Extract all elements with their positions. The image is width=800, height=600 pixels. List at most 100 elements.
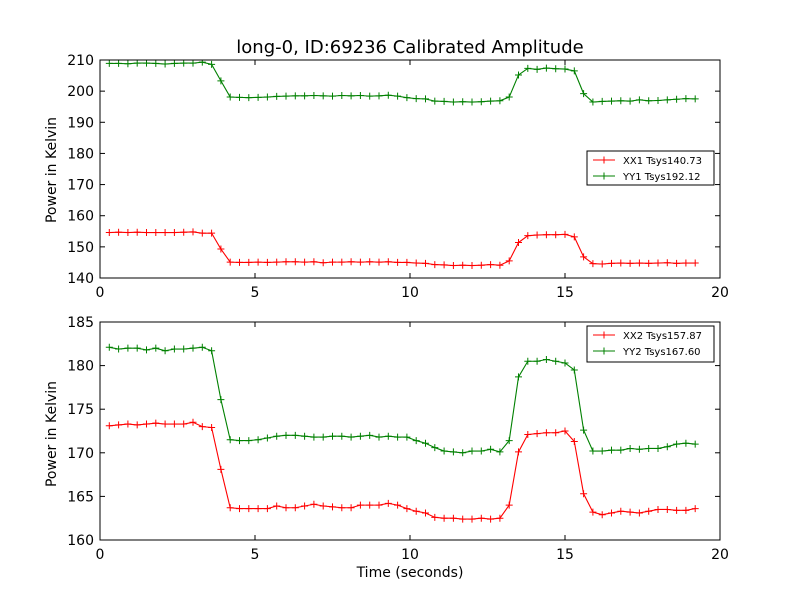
- data-point: [133, 60, 141, 67]
- data-point: [347, 504, 355, 512]
- data-point: [673, 506, 681, 514]
- data-point: [691, 95, 699, 103]
- data-point: [217, 77, 225, 85]
- data-point: [180, 228, 188, 236]
- data-point: [626, 259, 634, 267]
- data-point: [412, 95, 420, 103]
- data-point: [273, 258, 281, 266]
- data-point: [124, 229, 132, 237]
- data-point: [552, 357, 560, 365]
- x-tick-label: 5: [251, 285, 260, 301]
- data-point: [663, 96, 671, 104]
- data-point: [468, 98, 476, 106]
- data-point: [273, 92, 281, 100]
- data-point: [384, 432, 392, 440]
- data-point: [561, 427, 569, 435]
- data-point: [673, 95, 681, 103]
- legend: XX2 Tsys157.87 YY2 Tsys167.60: [586, 325, 715, 363]
- data-point: [524, 232, 532, 240]
- data-point: [347, 433, 355, 441]
- x-tick-label: 15: [556, 285, 574, 301]
- data-point: [570, 366, 578, 374]
- data-point: [505, 501, 513, 509]
- legend-marker: [600, 347, 608, 355]
- data-point: [208, 424, 216, 432]
- data-point: [161, 347, 169, 355]
- data-point: [319, 502, 327, 510]
- data-point: [366, 258, 374, 266]
- data-point: [608, 446, 615, 454]
- data-point: [170, 420, 178, 428]
- data-point: [347, 92, 355, 100]
- data-point: [542, 355, 550, 363]
- data-point: [635, 509, 643, 517]
- data-point: [477, 447, 485, 455]
- data-point: [394, 501, 402, 509]
- data-point: [542, 64, 550, 72]
- data-point: [273, 502, 281, 510]
- data-point: [236, 437, 243, 445]
- data-point: [635, 259, 643, 267]
- data-point: [449, 98, 457, 106]
- data-point: [198, 229, 206, 237]
- data-point: [635, 96, 643, 104]
- x-tick-label: 0: [96, 285, 105, 301]
- y-tick-label: 180: [67, 359, 94, 375]
- y-tick-label: 180: [67, 146, 94, 162]
- data-point: [301, 258, 309, 266]
- legend-box: [586, 150, 715, 186]
- data-point: [449, 262, 457, 270]
- data-point: [161, 229, 169, 237]
- legend-marker: [600, 331, 608, 339]
- data-point: [663, 259, 671, 267]
- data-point: [245, 94, 253, 102]
- y-axis-label: Power in Kelvin: [44, 381, 60, 487]
- series-2: [105, 343, 699, 457]
- legend-marker: [600, 156, 608, 164]
- x-tick-label: 10: [401, 547, 419, 563]
- y-tick-label: 210: [67, 53, 94, 69]
- data-point: [263, 93, 271, 101]
- data-point: [236, 505, 243, 513]
- data-point: [319, 433, 327, 441]
- data-point: [617, 97, 625, 105]
- data-point: [440, 514, 448, 522]
- data-point: [468, 515, 476, 523]
- data-point: [356, 432, 364, 440]
- x-tick-label: 20: [711, 285, 729, 301]
- data-point: [617, 507, 625, 515]
- data-point: [477, 261, 485, 269]
- data-point: [477, 514, 485, 522]
- data-point: [645, 507, 653, 515]
- data-point: [198, 343, 206, 351]
- data-point: [589, 260, 597, 268]
- data-point: [580, 490, 588, 498]
- data-point: [626, 444, 634, 452]
- data-point: [282, 92, 290, 100]
- data-point: [217, 245, 225, 253]
- data-point: [245, 505, 253, 513]
- data-point: [422, 509, 429, 517]
- data-point: [440, 97, 448, 105]
- data-point: [403, 505, 411, 513]
- x-tick-label: 5: [251, 547, 260, 563]
- data-point: [143, 346, 150, 354]
- data-point: [589, 508, 597, 516]
- data-point: [580, 426, 588, 434]
- data-point: [170, 345, 178, 353]
- data-point: [254, 505, 262, 513]
- data-point: [384, 499, 392, 507]
- chart-bottom: Power in Kelvin Time (seconds) 0 5 10 15 20 1…: [44, 315, 729, 581]
- y-tick-label: 185: [67, 315, 94, 331]
- data-point: [431, 261, 439, 269]
- data-point: [198, 60, 206, 66]
- data-point: [505, 93, 513, 101]
- data-point: [533, 231, 541, 239]
- data-point: [673, 259, 681, 267]
- y-tick-label: 140: [67, 271, 94, 287]
- data-point: [394, 258, 402, 266]
- legend-box: [586, 325, 715, 363]
- data-point: [608, 97, 615, 105]
- data-point: [189, 344, 197, 352]
